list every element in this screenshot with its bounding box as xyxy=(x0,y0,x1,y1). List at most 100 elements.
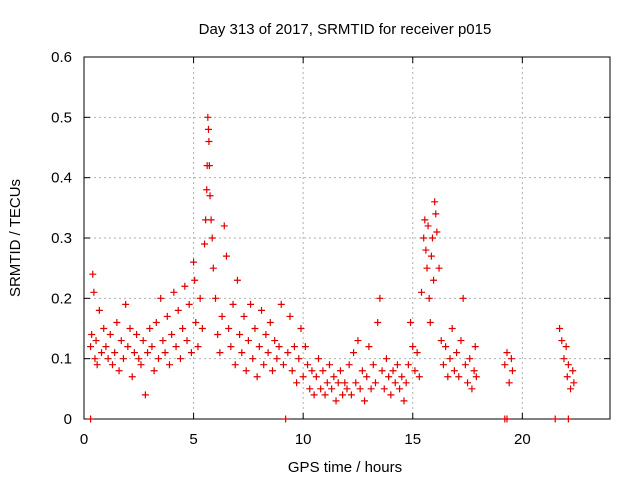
data-point-marker xyxy=(411,367,419,375)
data-point-marker xyxy=(433,228,441,236)
data-point-marker xyxy=(330,373,338,381)
data-point-marker xyxy=(214,331,222,339)
data-point-marker xyxy=(455,373,463,381)
data-point-marker xyxy=(301,343,309,351)
data-point-marker xyxy=(155,355,163,363)
y-tick-label: 0.3 xyxy=(51,230,72,247)
data-point-marker xyxy=(369,361,377,369)
data-point-marker xyxy=(98,349,106,357)
data-point-marker xyxy=(204,125,212,133)
data-point-marker xyxy=(130,349,138,357)
axis-ticks: 0 0.1 0.2 0.3 0.4 0.5 0.6 0 5 10 15 20 xyxy=(51,49,610,448)
data-point-marker xyxy=(191,276,199,284)
data-points xyxy=(87,113,578,423)
data-point-marker xyxy=(367,385,375,393)
data-point-marker xyxy=(183,337,191,345)
data-point-marker xyxy=(185,300,193,308)
data-point-marker xyxy=(424,222,432,230)
data-point-marker xyxy=(238,349,246,357)
data-point-marker xyxy=(286,312,294,320)
data-point-marker xyxy=(336,367,344,375)
x-tick-label: 15 xyxy=(404,431,421,448)
data-point-marker xyxy=(159,337,167,345)
data-point-marker xyxy=(273,355,281,363)
data-point-marker xyxy=(437,337,445,345)
data-point-marker xyxy=(157,294,165,302)
data-point-marker xyxy=(328,385,336,393)
data-point-marker xyxy=(343,385,351,393)
data-point-marker xyxy=(374,318,382,326)
data-point-marker xyxy=(117,337,125,345)
data-point-marker xyxy=(457,337,465,345)
data-point-marker xyxy=(450,367,458,375)
data-point-marker xyxy=(439,361,447,369)
data-point-marker xyxy=(356,385,364,393)
data-point-marker xyxy=(196,294,204,302)
data-point-marker xyxy=(345,361,353,369)
data-point-marker xyxy=(128,373,136,381)
data-point-marker xyxy=(113,318,121,326)
baseline-point-marker xyxy=(282,415,290,423)
data-point-marker xyxy=(332,397,340,405)
data-point-marker xyxy=(426,318,434,326)
data-point-marker xyxy=(446,355,454,363)
data-point-marker xyxy=(150,367,158,375)
data-point-marker xyxy=(148,343,156,351)
data-point-marker xyxy=(266,318,274,326)
grid-lines xyxy=(84,57,610,419)
data-point-marker xyxy=(400,397,408,405)
data-point-marker xyxy=(100,325,108,332)
y-tick-label: 0 xyxy=(64,411,72,428)
data-point-marker xyxy=(205,137,213,145)
data-point-marker xyxy=(139,337,147,345)
data-point-marker xyxy=(423,264,431,272)
data-point-marker xyxy=(168,331,176,339)
y-axis-title: SRMTID / TECUs xyxy=(7,179,24,297)
y-tick-label: 0.6 xyxy=(51,49,72,66)
baseline-point-marker xyxy=(564,415,572,423)
data-point-marker xyxy=(422,246,430,254)
data-point-marker xyxy=(163,312,171,320)
data-point-marker xyxy=(225,325,233,332)
data-point-marker xyxy=(466,355,474,363)
data-point-marker xyxy=(122,300,130,308)
data-point-marker xyxy=(556,325,564,332)
data-point-marker xyxy=(88,331,96,339)
data-point-marker xyxy=(297,325,305,332)
data-point-marker xyxy=(233,276,241,284)
data-point-marker xyxy=(208,234,216,242)
data-point-marker xyxy=(165,361,173,369)
data-point-marker xyxy=(218,312,226,320)
data-point-marker xyxy=(124,343,132,351)
data-point-marker xyxy=(321,391,329,399)
data-point-marker xyxy=(271,337,279,345)
data-point-marker xyxy=(201,240,209,248)
data-point-marker xyxy=(299,373,307,381)
y-tick-label: 0.5 xyxy=(51,109,72,126)
data-point-marker xyxy=(430,276,438,284)
baseline-point-marker xyxy=(551,415,559,423)
data-point-marker xyxy=(431,198,439,206)
data-point-marker xyxy=(567,385,575,393)
data-point-marker xyxy=(505,379,513,387)
data-point-marker xyxy=(293,379,301,387)
data-point-marker xyxy=(260,361,268,369)
baseline-point-marker xyxy=(87,415,95,423)
data-point-marker xyxy=(176,355,184,363)
data-point-marker xyxy=(507,355,515,363)
data-point-marker xyxy=(471,343,479,351)
data-point-marker xyxy=(264,349,272,357)
x-tick-label: 10 xyxy=(295,431,312,448)
data-point-marker xyxy=(415,373,423,381)
data-point-marker xyxy=(420,234,428,242)
x-tick-label: 0 xyxy=(80,431,88,448)
data-point-marker xyxy=(472,373,480,381)
x-tick-label: 5 xyxy=(189,431,197,448)
data-point-marker xyxy=(198,325,206,332)
data-point-marker xyxy=(387,391,395,399)
data-point-marker xyxy=(350,349,358,357)
data-point-marker xyxy=(378,367,386,375)
data-point-marker xyxy=(222,252,230,260)
data-point-marker xyxy=(391,379,399,387)
data-point-marker xyxy=(325,361,333,369)
